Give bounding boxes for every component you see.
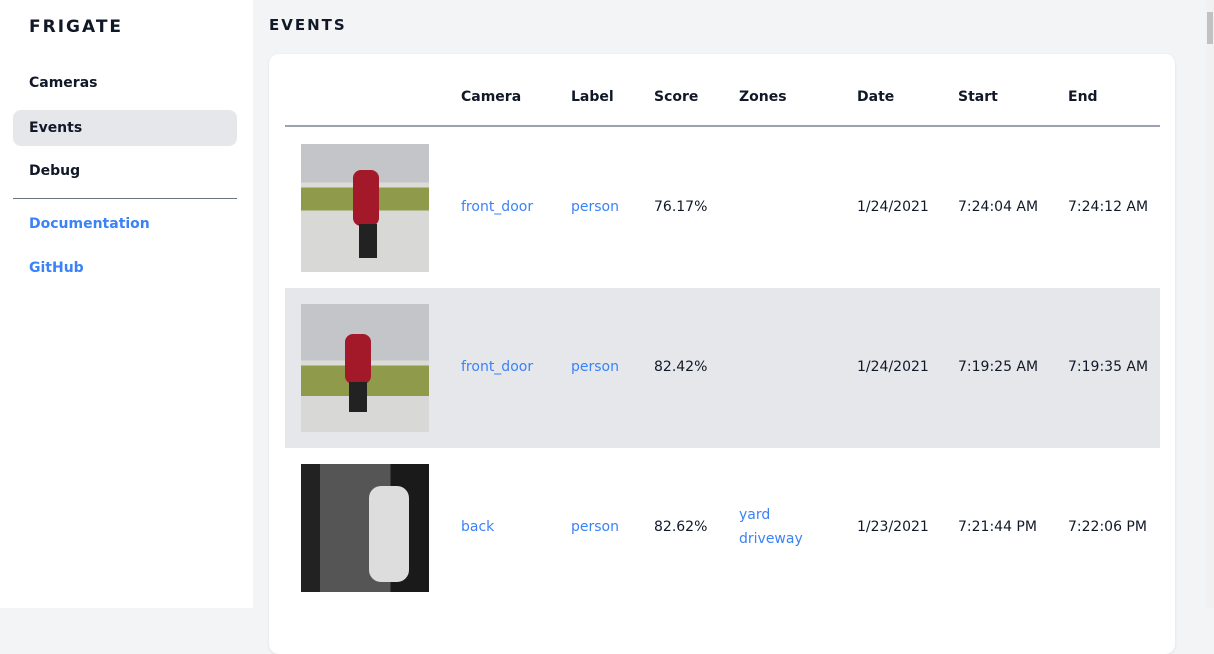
scrollbar[interactable] bbox=[1206, 0, 1214, 608]
end-time: 7:22:06 PM bbox=[1068, 519, 1147, 535]
brand-logo: FRIGATE bbox=[29, 17, 124, 37]
end-time: 7:24:12 AM bbox=[1068, 199, 1149, 215]
page-title: EVENTS bbox=[269, 16, 347, 34]
events-table: Camera Label Score Zones Date Start End … bbox=[269, 54, 1175, 654]
zone-link[interactable]: yard bbox=[739, 507, 771, 523]
sidebar-item-debug[interactable]: Debug bbox=[29, 163, 81, 179]
camera-link[interactable]: front_door bbox=[461, 359, 534, 375]
score: 82.42% bbox=[654, 359, 708, 375]
score: 76.17% bbox=[654, 199, 708, 215]
documentation-link[interactable]: Documentation bbox=[29, 216, 150, 232]
start-time: 7:21:44 PM bbox=[958, 519, 1037, 535]
camera-link[interactable]: front_door bbox=[461, 199, 534, 215]
date: 1/24/2021 bbox=[857, 359, 929, 375]
camera-link[interactable]: back bbox=[461, 519, 495, 535]
header-date: Date bbox=[857, 89, 895, 105]
header-camera: Camera bbox=[461, 89, 522, 105]
github-link[interactable]: GitHub bbox=[29, 260, 84, 276]
score: 82.62% bbox=[654, 519, 708, 535]
start-time: 7:19:25 AM bbox=[958, 359, 1039, 375]
event-thumbnail[interactable] bbox=[301, 464, 429, 592]
table-row[interactable]: front_door person 82.42% 1/24/2021 7:19:… bbox=[285, 288, 1160, 448]
end-time: 7:19:35 AM bbox=[1068, 359, 1149, 375]
header-score: Score bbox=[654, 89, 699, 105]
table-row[interactable]: front_door person 76.17% 1/24/2021 7:24:… bbox=[285, 128, 1160, 288]
scrollbar-thumb[interactable] bbox=[1207, 12, 1213, 44]
sidebar-divider bbox=[13, 198, 237, 199]
sidebar: FRIGATE Cameras Events Debug Documentati… bbox=[0, 0, 253, 608]
label-link[interactable]: person bbox=[571, 359, 619, 375]
table-header: Camera Label Score Zones Date Start End bbox=[285, 54, 1160, 127]
sidebar-item-events[interactable]: Events bbox=[13, 110, 237, 146]
header-zones: Zones bbox=[739, 89, 787, 105]
date: 1/23/2021 bbox=[857, 519, 929, 535]
header-end: End bbox=[1068, 89, 1098, 105]
event-thumbnail[interactable] bbox=[301, 304, 429, 432]
table-row[interactable]: back person 82.62% yard driveway 1/23/20… bbox=[285, 448, 1160, 608]
start-time: 7:24:04 AM bbox=[958, 199, 1039, 215]
header-start: Start bbox=[958, 89, 998, 105]
event-thumbnail[interactable] bbox=[301, 144, 429, 272]
label-link[interactable]: person bbox=[571, 199, 619, 215]
date: 1/24/2021 bbox=[857, 199, 929, 215]
label-link[interactable]: person bbox=[571, 519, 619, 535]
sidebar-item-cameras[interactable]: Cameras bbox=[29, 75, 98, 91]
zone-link[interactable]: driveway bbox=[739, 531, 803, 547]
header-label: Label bbox=[571, 89, 614, 105]
